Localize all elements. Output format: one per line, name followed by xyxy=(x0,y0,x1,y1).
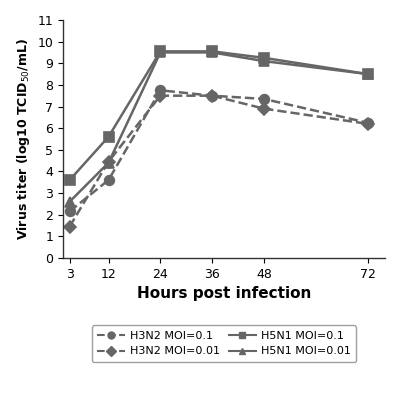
H5N1 MOI=0.01 xyxy=(262,59,266,63)
Line: H3N2 MOI=0.1: H3N2 MOI=0.1 xyxy=(65,85,372,216)
H3N2 MOI=0.1 xyxy=(262,97,266,101)
H3N2 MOI=0.01 xyxy=(106,159,111,164)
H5N1 MOI=0.1 xyxy=(262,56,266,60)
Line: H5N1 MOI=0.01: H5N1 MOI=0.01 xyxy=(65,48,372,206)
H3N2 MOI=0.01 xyxy=(158,93,163,98)
H5N1 MOI=0.1 xyxy=(210,49,214,54)
H5N1 MOI=0.01 xyxy=(158,50,163,55)
H5N1 MOI=0.01 xyxy=(365,72,370,76)
Line: H5N1 MOI=0.1: H5N1 MOI=0.1 xyxy=(65,46,372,185)
Y-axis label: Virus titer (log10 TCID$_{50}$/mL): Virus titer (log10 TCID$_{50}$/mL) xyxy=(15,38,32,240)
H5N1 MOI=0.01 xyxy=(210,50,214,55)
H3N2 MOI=0.1 xyxy=(106,178,111,182)
H5N1 MOI=0.01 xyxy=(67,199,72,204)
H5N1 MOI=0.01 xyxy=(106,160,111,165)
H5N1 MOI=0.1 xyxy=(158,49,163,54)
H3N2 MOI=0.1 xyxy=(365,120,370,125)
H3N2 MOI=0.1 xyxy=(158,88,163,93)
H5N1 MOI=0.1 xyxy=(67,178,72,182)
X-axis label: Hours post infection: Hours post infection xyxy=(137,286,311,301)
H3N2 MOI=0.01 xyxy=(365,121,370,126)
H3N2 MOI=0.01 xyxy=(67,224,72,229)
H3N2 MOI=0.1 xyxy=(67,209,72,214)
Line: H3N2 MOI=0.01: H3N2 MOI=0.01 xyxy=(66,91,372,231)
H3N2 MOI=0.1 xyxy=(210,93,214,98)
H3N2 MOI=0.01 xyxy=(210,93,214,98)
Legend: H3N2 MOI=0.1, H3N2 MOI=0.01, H5N1 MOI=0.1, H5N1 MOI=0.01: H3N2 MOI=0.1, H3N2 MOI=0.01, H5N1 MOI=0.… xyxy=(92,325,356,362)
H5N1 MOI=0.1 xyxy=(365,72,370,76)
H3N2 MOI=0.01 xyxy=(262,106,266,111)
H5N1 MOI=0.1 xyxy=(106,134,111,139)
